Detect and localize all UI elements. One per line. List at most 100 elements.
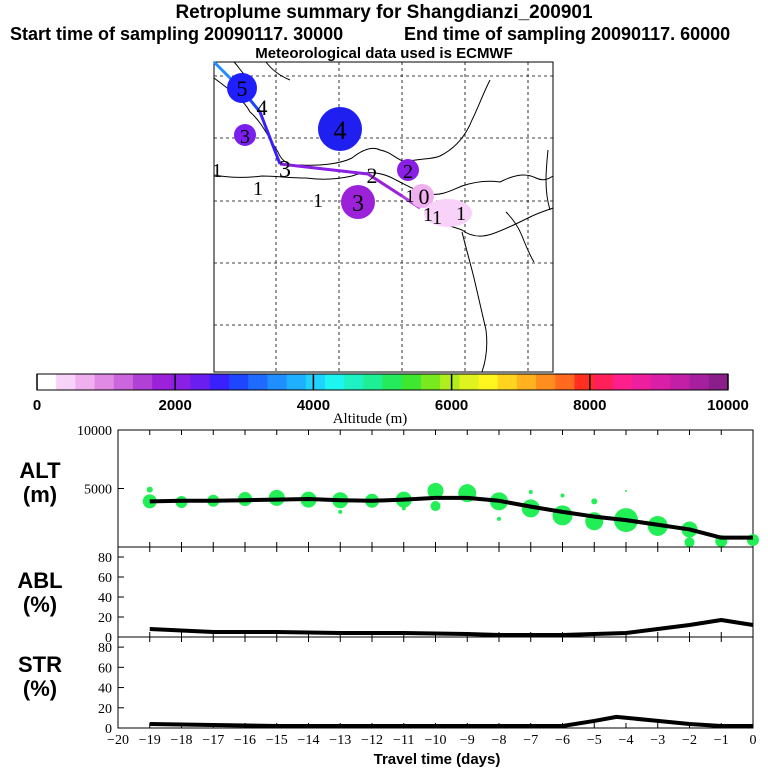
panel-ylabel-unit: (%) [23, 592, 57, 617]
plume-minor-label: 2 [367, 163, 378, 188]
plume-minor-label: 1 [432, 207, 442, 229]
colorbar-tick-label: 8000 [573, 397, 606, 414]
panel-alt: 5000 10000 ALT(m) [19, 424, 759, 548]
plume-label: 0 [419, 184, 430, 209]
plume-minor-label: 4 [257, 95, 268, 120]
x-tick-label: −3 [650, 733, 665, 748]
x-tick-label: −16 [234, 733, 256, 748]
end-time-label: End time of sampling 20090117. 60000 [404, 24, 731, 44]
colorbar-swatch [171, 374, 192, 390]
chart-title: Retroplume summary for Shangdianzi_20090… [175, 2, 593, 23]
colorbar-swatch [420, 374, 441, 390]
y-tick-label: 40 [98, 682, 112, 697]
panel-ylabel: ABL [17, 568, 62, 593]
colorbar-tick-label: 10000 [707, 397, 749, 414]
x-tick-label: −15 [266, 733, 288, 748]
colorbar-tick-label: 4000 [297, 397, 330, 414]
plume-label: 3 [240, 126, 250, 148]
colorbar-swatch [286, 374, 307, 390]
plume-bubble [424, 199, 472, 227]
series-line [149, 618, 754, 637]
colorbar-swatch [689, 374, 710, 390]
alt-bubble [560, 493, 565, 498]
plume-bubble [341, 185, 375, 219]
alt-bubble [497, 516, 501, 521]
panel-ylabel: STR [18, 652, 62, 677]
colorbar-swatch [132, 374, 153, 390]
y-tick-label: 40 [98, 591, 112, 606]
colorbar-swatch [382, 374, 403, 390]
colorbar-swatch [152, 374, 172, 390]
alt-bubble [625, 489, 627, 492]
y-tick-label: 20 [98, 702, 112, 717]
alt-bubble [552, 505, 573, 526]
colorbar-swatch [344, 374, 364, 390]
plume-minor-label: 1 [456, 203, 466, 225]
y-tick-label: 10000 [77, 424, 112, 439]
x-tick-label: −7 [523, 733, 538, 748]
time-series-panels: 500010000ALT(m)020406080ABL(%)020406080S… [17, 424, 759, 748]
colorbar-swatch [459, 374, 479, 390]
y-tick-label: 0 [105, 631, 112, 646]
colorbar-swatch [363, 374, 383, 390]
colorbar-swatch [593, 374, 614, 390]
x-tick-label: −2 [682, 733, 697, 748]
colorbar-swatch [555, 374, 575, 390]
plume-minor-label: 1 [313, 190, 323, 212]
plume-minor-label: 1 [212, 160, 222, 182]
plume-minor-label: 1 [423, 204, 433, 226]
x-tick-label: −13 [329, 733, 351, 748]
panel-frame [117, 546, 754, 638]
y-tick-label: 20 [98, 611, 112, 626]
x-tick-labels: −20 −19 −18 −17 −16 −15 −14 −13 −12 −11 −10 −9 −8 −7−… [107, 733, 756, 748]
x-tick-label: −5 [587, 733, 602, 748]
x-tick-label: −6 [555, 733, 570, 748]
x-tick-label: −4 [619, 733, 634, 748]
alt-bubble [591, 498, 598, 505]
y-tick-label: 60 [98, 661, 112, 676]
series-line [149, 495, 753, 540]
plume-bubble [397, 159, 419, 181]
map-coastlines [213, 61, 554, 373]
plume-minor-label: 1 [406, 186, 415, 206]
x-tick-label: −18 [171, 733, 193, 748]
colorbar-swatch [612, 374, 633, 390]
x-tick-label: −19 [139, 733, 161, 748]
panel-frame [117, 636, 754, 729]
colorbar-swatch [708, 374, 729, 390]
colorbar-swatch [267, 374, 288, 390]
panel-str: 0 20 40 60 80 STR(%) [18, 636, 754, 737]
alt-bubble [338, 509, 343, 514]
panel-ylabel-unit: (%) [23, 676, 57, 701]
colorbar-swatch [440, 374, 460, 390]
alt-bubble [430, 501, 441, 512]
plume-label: 3 [352, 191, 364, 217]
colorbar-xlabel: Altitude (m) [333, 411, 408, 427]
y-tick-label: 80 [98, 641, 112, 656]
x-tick-label: −11 [393, 733, 414, 748]
panel-ylabel: ALT [19, 458, 61, 483]
colorbar-swatch [516, 374, 537, 390]
x-tick-label: −8 [492, 733, 507, 748]
x-tick-label: −9 [460, 733, 475, 748]
colorbar-swatch [56, 374, 76, 390]
colorbar-swatch [209, 374, 230, 390]
plume-minor-label: 1 [253, 178, 263, 200]
alt-bubble [684, 537, 695, 548]
map-panel: 5 3 4 2 3 0 1 1 1 3 2 4 1 1 1 1 [212, 60, 554, 373]
series-line [149, 714, 753, 728]
alt-bubble [146, 486, 153, 493]
colorbar-swatch [670, 374, 691, 390]
x-tick-label: −14 [298, 733, 320, 748]
plume-label: 5 [237, 76, 248, 101]
y-tick-label: 5000 [84, 483, 112, 498]
colorbar-swatch [113, 374, 134, 390]
y-tick-label: 80 [98, 551, 112, 566]
met-data-label: Meteorological data used is ECMWF [255, 45, 513, 62]
colorbar-swatch [651, 374, 671, 390]
x-tick-label: 0 [750, 733, 757, 748]
colorbar-tick-label: 2000 [159, 397, 192, 414]
colorbar-tick-label: 6000 [435, 397, 468, 414]
